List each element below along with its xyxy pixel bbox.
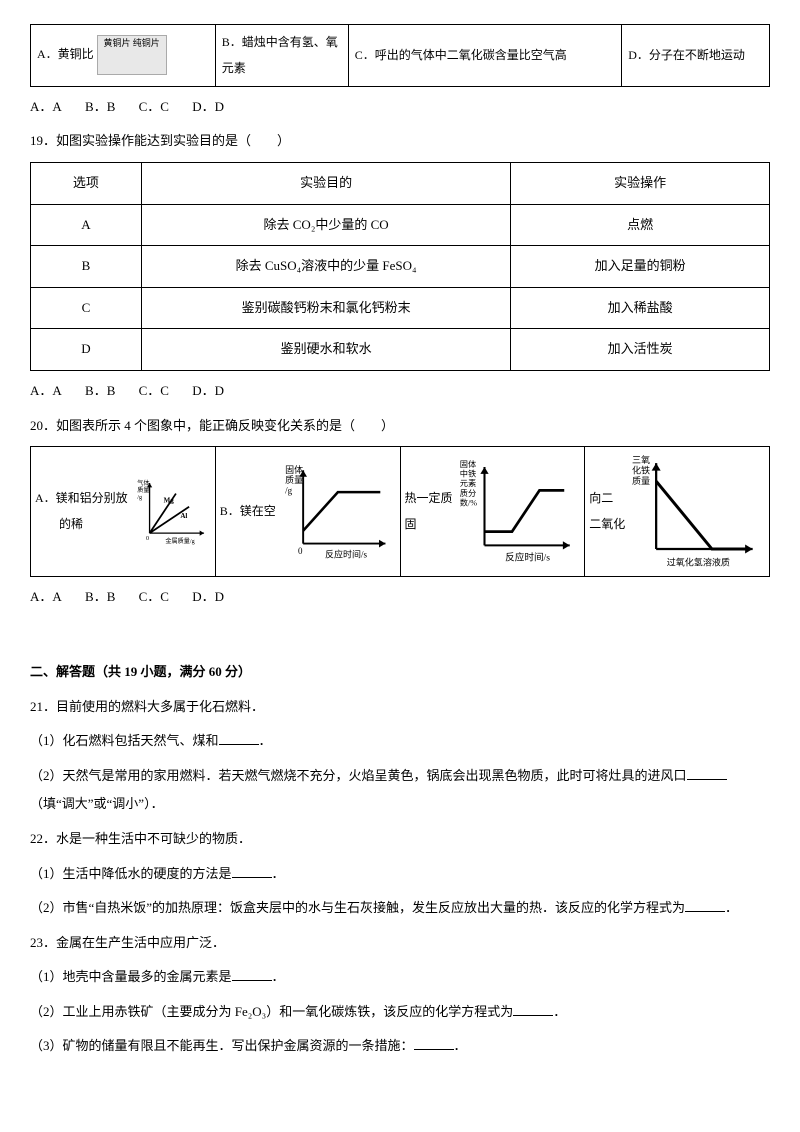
- blank-field[interactable]: [513, 1015, 553, 1016]
- cell-a-text: A．黄铜比: [37, 47, 94, 61]
- q19-text: 19．如图实验操作能达到实验目的是（ ）: [30, 127, 770, 156]
- q19-h1: 实验目的: [141, 162, 511, 204]
- q21-sub1: （1）化石燃料包括天然气、煤和．: [30, 727, 770, 756]
- chart-c-svg: 固体 中铁 元素 质分 数/% 反应时间/s: [457, 456, 581, 566]
- blank-field[interactable]: [687, 779, 727, 780]
- section-2-title: 二、解答题（共 19 小题，满分 60 分）: [30, 658, 770, 687]
- svg-text:质量: 质量: [632, 475, 650, 486]
- chart-b-label: B．镁在空: [220, 498, 276, 524]
- chart-d-svg: 三氧 化铁 质量 过氧化氢溶液质: [629, 451, 765, 572]
- chart-a-label: A．镁和铝分别放 的稀: [35, 485, 128, 538]
- svg-text:质分: 质分: [459, 488, 475, 498]
- q20-options: A．A B．B C．C D．D: [30, 583, 770, 612]
- option-c: C．C: [139, 383, 169, 398]
- q19-h0: 选项: [31, 162, 142, 204]
- q19-table: 选项 实验目的 实验操作 A 除去 CO₂中少量的 CO 点燃 B 除去 CuS…: [30, 162, 770, 371]
- option-d: D．D: [192, 99, 224, 114]
- q22-sub1: （1）生活中降低水的硬度的方法是．: [30, 860, 770, 889]
- series-mg: Mg: [163, 497, 174, 505]
- svg-text:固体: 固体: [459, 459, 476, 469]
- table-row: C 鉴别碳酸钙粉末和氯化钙粉末 加入稀盐酸: [31, 287, 770, 329]
- option-c: C．C: [139, 99, 169, 114]
- q22-sub2: （2）市售“自热米饭”的加热原理：饭盒夹层中的水与生石灰接触，发生反应放出大量的…: [30, 894, 770, 923]
- blank-field[interactable]: [232, 980, 272, 981]
- svg-text:化铁: 化铁: [632, 465, 650, 476]
- chart-a-svg: 气体 质量 /g Mg Al 0 金属质量/g: [132, 476, 211, 546]
- chart-d: 向二二氧化 三氧 化铁 质量 过氧化氢溶液质: [585, 446, 770, 577]
- svg-text:三氧: 三氧: [632, 454, 650, 465]
- svg-text:/g: /g: [137, 495, 142, 501]
- chart-a-ylabel: 气体: [137, 479, 149, 487]
- option-d: D．D: [192, 589, 224, 604]
- option-d: D．D: [192, 383, 224, 398]
- q20-charts: A．镁和铝分别放 的稀 气体 质量 /g Mg Al 0 金属质量/g B．镁在…: [30, 446, 770, 577]
- q23-sub2: （2）工业上用赤铁矿（主要成分为 Fe₂O₃）和一氧化碳炼铁，该反应的化学方程式…: [30, 998, 770, 1027]
- option-b: B．B: [85, 589, 115, 604]
- svg-text:/g: /g: [285, 485, 293, 495]
- svg-text:元素: 元素: [459, 479, 475, 489]
- blank-field[interactable]: [414, 1049, 454, 1050]
- svg-text:0: 0: [298, 546, 303, 556]
- cell-c: C．呼出的气体中二氧化碳含量比空气高: [348, 25, 621, 87]
- q23-text: 23．金属在生产生活中应用广泛．: [30, 929, 770, 958]
- svg-text:数/%: 数/%: [459, 498, 477, 508]
- chart-c-xlabel: 反应时间/s: [505, 552, 550, 564]
- q18-options: A．A B．B C．C D．D: [30, 93, 770, 122]
- option-b: B．B: [85, 383, 115, 398]
- brass-copper-image: 黄铜片 纯铜片: [97, 35, 167, 75]
- q21-text: 21．目前使用的燃料大多属于化石燃料．: [30, 693, 770, 722]
- chart-c-label: 热一定质固: [405, 485, 453, 538]
- option-a: A．A: [30, 99, 62, 114]
- question-18-table: A．黄铜比 黄铜片 纯铜片 B．蜡烛中含有氢、氧元素 C．呼出的气体中二氧化碳含…: [30, 24, 770, 87]
- blank-field[interactable]: [685, 911, 725, 912]
- cell-d: D．分子在不断地运动: [622, 25, 770, 87]
- chart-d-label: 向二二氧化: [589, 485, 625, 538]
- q19-h2: 实验操作: [511, 162, 770, 204]
- chart-b: B．镁在空 固体 质量 /g 0 反应时间/s: [216, 446, 401, 577]
- blank-field[interactable]: [232, 877, 272, 878]
- chart-c: 热一定质固 固体 中铁 元素 质分 数/% 反应时间/s: [401, 446, 586, 577]
- chart-a: A．镁和铝分别放 的稀 气体 质量 /g Mg Al 0 金属质量/g: [30, 446, 216, 577]
- svg-text:0: 0: [146, 536, 149, 542]
- option-b: B．B: [85, 99, 115, 114]
- svg-text:中铁: 中铁: [459, 469, 475, 479]
- option-c: C．C: [139, 589, 169, 604]
- chart-a-xlabel: 金属质量/g: [165, 537, 194, 545]
- table-row: D 鉴别硬水和软水 加入活性炭: [31, 329, 770, 371]
- cell-b: B．蜡烛中含有氢、氧元素: [215, 25, 348, 87]
- q21-sub2: （2）天然气是常用的家用燃料．若天燃气燃烧不充分，火焰呈黄色，锅底会出现黑色物质…: [30, 762, 770, 819]
- table-row: A 除去 CO₂中少量的 CO 点燃: [31, 204, 770, 246]
- table-row: B 除去 CuSO₄溶液中的少量 FeSO₄ 加入足量的铜粉: [31, 246, 770, 288]
- svg-text:固体: 固体: [285, 464, 303, 475]
- chart-b-xlabel: 反应时间/s: [325, 549, 368, 560]
- blank-field[interactable]: [219, 744, 259, 745]
- q19-options: A．A B．B C．C D．D: [30, 377, 770, 406]
- q23-sub3: （3）矿物的储量有限且不能再生．写出保护金属资源的一条措施：．: [30, 1032, 770, 1061]
- option-a: A．A: [30, 383, 62, 398]
- q23-sub1: （1）地壳中含量最多的金属元素是．: [30, 963, 770, 992]
- chart-d-xlabel: 过氧化氢溶液质: [667, 557, 730, 568]
- option-a: A．A: [30, 589, 62, 604]
- series-al: Al: [180, 512, 187, 520]
- q22-text: 22．水是一种生活中不可缺少的物质．: [30, 825, 770, 854]
- chart-b-svg: 固体 质量 /g 0 反应时间/s: [280, 460, 396, 563]
- q20-text: 20．如图表所示 4 个图象中，能正确反映变化关系的是（ ）: [30, 412, 770, 441]
